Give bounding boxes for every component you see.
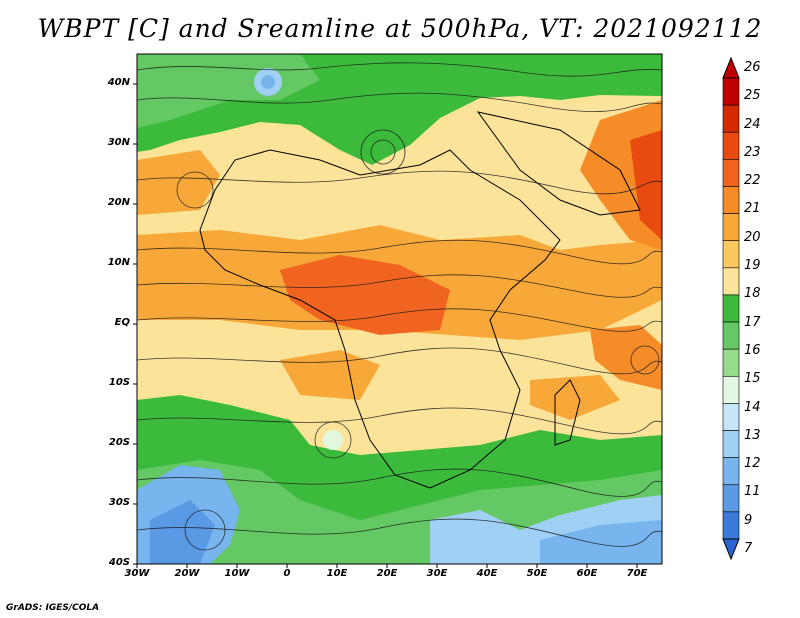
lon-tick-label: 20E <box>376 568 398 579</box>
colorbar-label: 20 <box>744 229 761 245</box>
colorbar-bottom-arrow <box>722 538 740 561</box>
wbpt-field-east-hot <box>630 130 662 240</box>
wbpt-field-south-cell <box>323 430 343 450</box>
lat-tick-label: 10S <box>108 377 130 388</box>
arabia-coastline <box>476 111 641 216</box>
colorbar-label: 12 <box>744 456 761 472</box>
colorbar-swatch <box>722 294 740 323</box>
colorbar-label: 22 <box>744 173 761 189</box>
wbpt-field-cold-east-core <box>540 520 662 564</box>
lat-tick-label: EQ <box>114 317 130 328</box>
colorbar-label: 7 <box>744 541 753 556</box>
colorbar <box>722 77 740 540</box>
colorbar-swatch <box>722 240 740 269</box>
colorbar-label: 26 <box>744 60 761 75</box>
colorbar-swatch <box>722 321 740 350</box>
colorbar-label: 14 <box>744 399 761 415</box>
colorbar-swatch <box>722 159 740 187</box>
lat-tick-label: 20N <box>107 197 130 208</box>
lon-tick-label: 60E <box>576 568 598 579</box>
lon-tick-label: 0 <box>283 568 291 579</box>
streamlines <box>137 62 662 551</box>
lon-tick-label: 40E <box>476 568 498 579</box>
colorbar-top-arrow <box>722 56 740 79</box>
colorbar-swatch <box>722 484 740 513</box>
colorbar-swatch <box>722 131 740 160</box>
lat-tick-label: 30S <box>108 497 130 508</box>
colorbar-label: 23 <box>744 144 761 160</box>
colorbar-swatch <box>722 403 740 431</box>
credit-text: GrADS: IGES/COLA <box>6 603 100 613</box>
africa-coastline <box>199 149 561 489</box>
lat-tick-label: 20S <box>108 437 130 448</box>
colorbar-swatch <box>722 457 740 486</box>
lat-tick-label: 40N <box>107 77 130 88</box>
colorbar-label: 16 <box>744 342 761 358</box>
wbpt-field-madagascar-warm <box>530 375 620 420</box>
colorbar-label: 9 <box>744 512 753 528</box>
lat-tick-label: 40S <box>108 557 130 568</box>
colorbar-swatch <box>722 267 740 296</box>
lon-tick-label: 70E <box>626 568 648 579</box>
plot-frame <box>136 53 663 565</box>
colorbar-swatch <box>722 104 740 133</box>
madagascar-coastline <box>554 379 581 446</box>
lon-tick-label: 10W <box>224 568 250 579</box>
plot-area <box>137 54 662 564</box>
lat-tick-label: 10N <box>107 257 130 268</box>
colorbar-swatch <box>722 186 740 214</box>
wbpt-field-cold-low-core <box>261 75 275 89</box>
colorbar-swatch <box>722 375 740 404</box>
colorbar-label: 17 <box>744 314 761 330</box>
colorbar-swatch <box>722 430 740 458</box>
colorbar-label: 11 <box>744 484 761 500</box>
colorbar-swatch <box>722 213 740 242</box>
lon-tick-label: 50E <box>526 568 548 579</box>
colorbar-label: 21 <box>744 201 761 217</box>
lon-tick-label: 30E <box>426 568 448 579</box>
colorbar-label: 18 <box>744 286 761 302</box>
colorbar-label: 19 <box>744 258 761 274</box>
lon-tick-label: 20W <box>174 568 200 579</box>
wbpt-field-tropical-hot <box>280 255 450 335</box>
colorbar-label: 25 <box>744 88 761 104</box>
colorbar-label: 13 <box>744 427 761 443</box>
axis-ticks <box>133 83 638 568</box>
chart-title: WBPT [C] and Sreamline at 500hPa, VT: 20… <box>37 14 763 43</box>
lon-tick-label: 30W <box>124 568 150 579</box>
colorbar-swatch <box>722 77 740 106</box>
wbpt-field-cold-west-core <box>150 500 215 564</box>
colorbar-label: 24 <box>744 116 761 132</box>
lat-tick-label: 30N <box>107 137 130 148</box>
colorbar-swatch <box>722 511 740 540</box>
colorbar-label: 15 <box>744 371 761 387</box>
lon-tick-label: 10E <box>326 568 348 579</box>
colorbar-swatch <box>722 348 740 377</box>
